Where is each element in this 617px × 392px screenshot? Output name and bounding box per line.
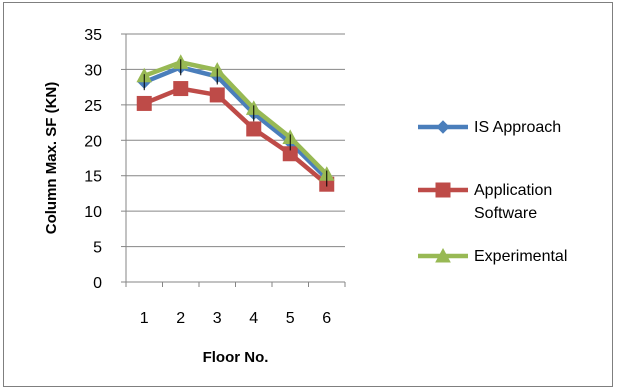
y-tick-labels: 0 5 10 15 20 25 30 35 (84, 27, 102, 292)
y-tick-label: 15 (84, 169, 102, 186)
data-point (173, 81, 189, 97)
x-tick-label: 1 (140, 310, 149, 327)
x-tick-label: 6 (322, 310, 331, 327)
series-lines (136, 54, 335, 192)
y-tick-label: 10 (84, 204, 102, 221)
data-point (246, 121, 262, 137)
x-axis-title: Floor No. (203, 349, 269, 366)
y-tick-label: 20 (84, 133, 102, 150)
y-tick-label: 5 (93, 240, 102, 257)
legend-marker (435, 182, 451, 198)
legend-marker (436, 120, 450, 134)
x-tick-labels: 1 2 3 4 5 6 (140, 310, 332, 327)
y-tick-label: 30 (84, 62, 102, 79)
gridlines (126, 33, 345, 248)
x-tick-label: 5 (286, 310, 295, 327)
legend-entry: Application Software (418, 182, 552, 222)
chart-frame (3, 2, 613, 387)
axes (121, 33, 346, 287)
legend-label: Experimental (474, 248, 567, 265)
series-line (143, 60, 329, 176)
legend-marker (435, 247, 451, 263)
legend-label: Application (474, 182, 552, 199)
data-point (136, 95, 152, 111)
legend-entry: IS Approach (418, 119, 561, 136)
legend-label: Software (474, 205, 537, 222)
legend-entry: Experimental (418, 247, 567, 265)
legend: IS Approach Application Software Experiment… (418, 119, 567, 265)
series-line (143, 86, 329, 186)
y-tick-label: 35 (84, 27, 102, 44)
x-tick-label: 3 (213, 310, 222, 327)
y-axis-title: Column Max. SF (KN) (43, 82, 60, 235)
x-tick-label: 2 (176, 310, 185, 327)
series-1 (136, 81, 335, 192)
x-tick-label: 4 (249, 310, 258, 327)
y-tick-label: 0 (93, 275, 102, 292)
y-tick-label: 25 (84, 98, 102, 115)
data-point (209, 87, 225, 103)
legend-label: IS Approach (474, 119, 561, 136)
